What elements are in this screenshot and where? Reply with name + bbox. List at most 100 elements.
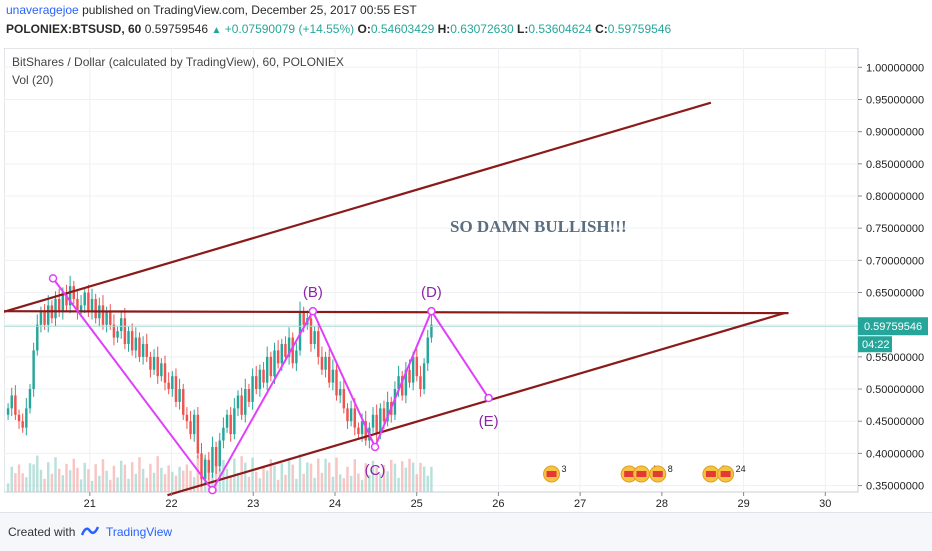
volume-bar	[43, 478, 46, 492]
y-tick-label: 0.80000000	[866, 191, 924, 203]
candle-body	[25, 408, 28, 428]
candle-body	[313, 331, 316, 344]
x-tick-label: 29	[737, 498, 749, 510]
time-axis[interactable]: 21 22 23 24 25 26 27 28 29 30	[84, 492, 832, 510]
volume-bar	[50, 473, 54, 492]
candle-body	[331, 369, 335, 383]
volume-bar	[105, 470, 108, 492]
volume-bar	[189, 470, 192, 492]
volume-bar	[160, 467, 163, 492]
wave-point	[308, 306, 318, 316]
plot-frame	[3, 47, 859, 493]
chart-area[interactable]: (B)(C)(D)(E) 3248624 0.350000000.4000000…	[3, 47, 930, 510]
candle-body	[76, 298, 79, 312]
x-tick-label: 21	[84, 498, 96, 510]
candle-body	[357, 427, 360, 435]
candle-body	[87, 292, 90, 312]
us-flag-event-icon	[652, 471, 663, 477]
price-axis[interactable]: 0.35000000 0.40000000 0.45000000 0.50000000…	[858, 62, 928, 493]
high-label: H:	[437, 22, 451, 36]
candle-body	[375, 414, 378, 435]
volume-bar	[79, 479, 83, 492]
candle-body	[189, 421, 192, 435]
volume-bar	[25, 477, 28, 492]
candle-body	[411, 356, 415, 383]
x-tick-label: 25	[411, 498, 423, 510]
y-tick-label: 0.50000000	[866, 384, 924, 396]
candle-body	[167, 382, 170, 390]
candle-body	[130, 331, 134, 351]
volume-bar	[379, 473, 382, 492]
last-price-badge-label: 0.59759546	[864, 321, 922, 333]
volume-bar	[236, 472, 240, 492]
volume-bar	[397, 477, 400, 492]
volume-bar	[123, 464, 127, 492]
candle-body	[200, 453, 203, 480]
candle-body	[36, 324, 39, 351]
candle-body	[295, 350, 298, 364]
candle-body	[251, 376, 254, 402]
volume-bar	[411, 462, 415, 492]
volume-bar	[371, 460, 375, 492]
wave-label: (D)	[421, 284, 442, 301]
volume-bar	[349, 475, 353, 492]
candles	[6, 275, 433, 487]
candle-body	[342, 389, 346, 409]
author-link[interactable]: unaveragejoe	[6, 3, 79, 17]
channel-upper-line	[3, 101, 712, 313]
candle-body	[116, 331, 119, 338]
chart-title: BitShares / Dollar (calculated by Tradin…	[12, 55, 344, 69]
event-count-label: 8	[668, 464, 673, 474]
candle-body	[28, 389, 32, 409]
us-flag-event-icon	[624, 471, 635, 477]
candle-body	[320, 356, 324, 370]
volume-bar	[364, 463, 367, 492]
volume-bar	[109, 479, 112, 492]
candle-body	[302, 311, 305, 325]
volume-bar	[357, 473, 360, 492]
candle-body	[72, 286, 75, 299]
volume-bar	[306, 462, 309, 492]
x-tick-label: 28	[656, 498, 668, 510]
volume-bar	[36, 455, 39, 492]
candle-body	[192, 414, 196, 435]
candle-body	[258, 369, 262, 390]
candle-body	[284, 344, 287, 357]
candle-body	[32, 350, 35, 390]
candle-body	[105, 311, 108, 325]
price-chart[interactable]: (B)(C)(D)(E) 3248624 0.350000000.4000000…	[3, 47, 930, 510]
wave-point	[208, 485, 217, 495]
y-tick-label: 0.55000000	[866, 352, 924, 364]
volume-bar	[10, 466, 13, 492]
tradingview-brand-link[interactable]: TradingView	[106, 525, 173, 539]
candle-body	[236, 395, 240, 409]
volume-bar	[54, 457, 57, 492]
candle-body	[371, 414, 375, 428]
candle-body	[404, 369, 408, 396]
candle-body	[422, 363, 426, 390]
y-tick-label: 0.90000000	[866, 127, 924, 139]
candle-body	[291, 337, 294, 364]
candle-body	[160, 363, 163, 377]
volume-bar	[101, 459, 105, 492]
x-tick-label: 30	[819, 498, 831, 510]
candle-body	[430, 324, 433, 338]
volume-bar	[222, 459, 225, 492]
us-flag-event-icon	[720, 471, 731, 477]
candle-body	[382, 408, 386, 422]
candle-body	[335, 369, 338, 396]
candle-body	[408, 369, 411, 383]
grid	[4, 48, 858, 492]
candle-body	[10, 395, 13, 409]
volume-bar	[353, 459, 356, 492]
volume-bar	[14, 473, 17, 492]
candle-body	[182, 389, 185, 415]
volume-bar	[324, 458, 327, 492]
volume-bar	[342, 478, 346, 492]
volume-bar	[178, 466, 181, 492]
volume-bar	[251, 457, 254, 492]
candle-body	[90, 298, 94, 312]
y-tick-label: 0.75000000	[866, 223, 924, 235]
candle-body	[152, 356, 156, 370]
candle-body	[419, 376, 422, 390]
